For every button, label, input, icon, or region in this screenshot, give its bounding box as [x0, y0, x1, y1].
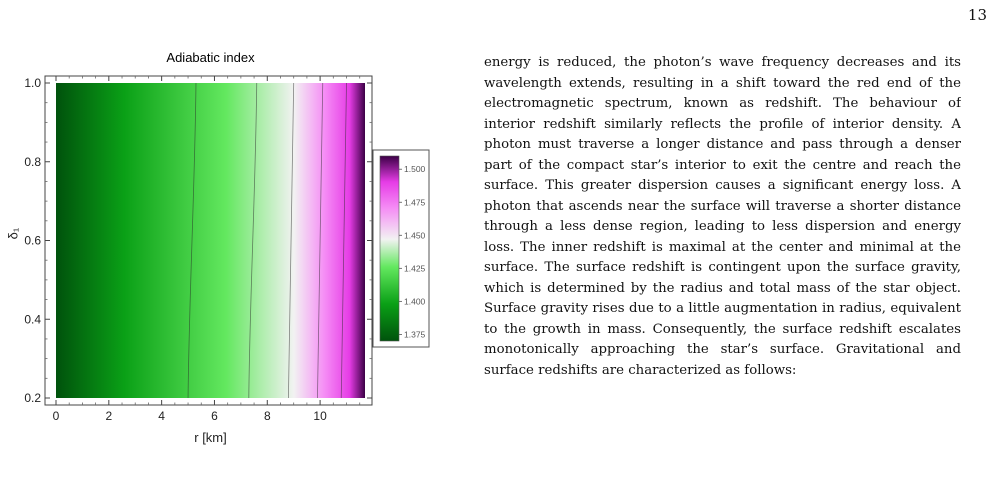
x-axis-label: r [km] [194, 430, 227, 445]
plot-area: 0 2 4 6 8 10 0.2 0.4 0.6 0.8 1.0 1.500 1.475 1.450 1.4… [24, 75, 430, 423]
y-tick-label: 0.6 [24, 234, 41, 248]
body-paragraph: energy is reduced, the photon’s wave fre… [484, 55, 961, 378]
x-tick-label: 10 [313, 409, 327, 423]
y-tick-label: 0.8 [24, 155, 41, 169]
x-tick-label: 2 [105, 409, 112, 423]
y-tick-label: 0.2 [24, 391, 41, 405]
y-axis-label: δ₁ [5, 227, 21, 240]
y-tick-label: 0.4 [24, 312, 41, 326]
contour-line [248, 82, 258, 399]
x-tick-label: 8 [264, 409, 271, 423]
contour-line [288, 82, 295, 399]
x-tick-label: 0 [53, 409, 60, 423]
x-tick-label: 4 [158, 409, 165, 423]
contour-line [340, 82, 347, 399]
density-field [56, 83, 365, 398]
colorbar-tick-label: 1.400 [404, 296, 426, 306]
figure-title: Adiabatic index [166, 50, 255, 65]
colorbar [379, 155, 400, 342]
colorbar-tick-label: 1.450 [404, 230, 426, 240]
contour-line [187, 82, 197, 399]
density-plot: 0 2 4 6 8 10 0.2 0.4 0.6 0.8 1.0 1.500 1.475 1.450 1.4… [24, 75, 430, 423]
x-tick-label: 6 [211, 409, 218, 423]
colorbar-tick-label: 1.375 [404, 329, 426, 339]
page-number: 13 [967, 6, 987, 24]
colorbar-tick-label: 1.475 [404, 197, 426, 207]
contour-line [317, 82, 324, 399]
y-tick-label: 1.0 [24, 76, 41, 90]
colorbar-tick-label: 1.500 [404, 164, 426, 174]
adiabatic-index-figure: 0 2 4 6 8 10 0.2 0.4 0.6 0.8 1.0 1.500 1.475 1.450 1.4… [0, 48, 440, 448]
colorbar-tick-label: 1.425 [404, 263, 426, 273]
